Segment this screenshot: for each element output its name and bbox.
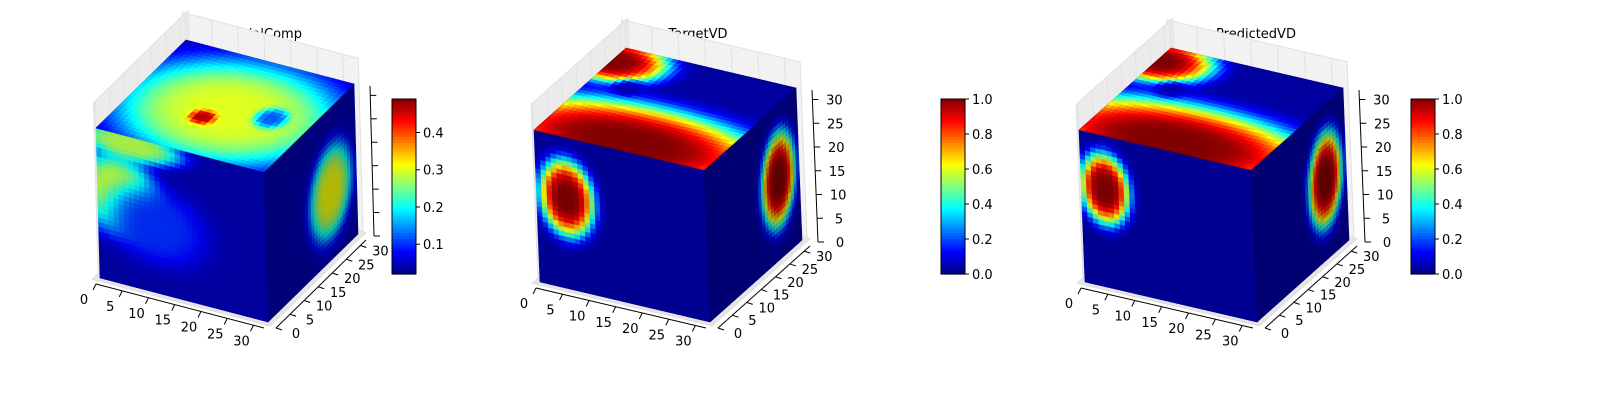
y-tick — [318, 286, 325, 290]
colorbar-tick-label: 0.4 — [423, 127, 444, 142]
y-tick — [289, 313, 297, 317]
x-tick — [223, 318, 228, 325]
y-tick — [303, 300, 311, 303]
y-tick-label: 20 — [344, 272, 361, 287]
colorbar-tick-label: 0.2 — [423, 201, 444, 216]
y-tick — [360, 245, 367, 248]
subplot-1: InitialComp0510152025300510152025300.10.… — [80, 9, 444, 349]
x-tick-label: 10 — [128, 307, 145, 322]
y-tick-label: 30 — [372, 245, 389, 260]
colorbar: 0.1 0.2 0.3 0.4 — [391, 98, 444, 275]
z-axis-line — [369, 85, 375, 237]
y-tick-label: 10 — [316, 300, 333, 315]
x-tick — [145, 297, 149, 304]
y-tick — [275, 327, 283, 331]
x-tick — [250, 325, 254, 332]
x-tick-label: 25 — [207, 327, 224, 342]
y-tick-label: 0 — [292, 327, 300, 342]
x-tick — [118, 290, 123, 298]
x-tick-label: 5 — [106, 300, 114, 315]
x-tick-label: 30 — [233, 334, 250, 349]
colorbar-tick-label: 0.1 — [423, 238, 444, 253]
x-tick-label: 15 — [154, 314, 171, 329]
y-tick — [332, 272, 339, 276]
x-tick — [197, 311, 202, 318]
colorbar-tick-label: 0.3 — [423, 164, 444, 179]
x-tick-label: 20 — [181, 321, 198, 336]
y-tick — [346, 258, 353, 262]
y-tick-label: 5 — [306, 313, 314, 328]
front-face — [95, 127, 269, 323]
x-tick — [171, 304, 176, 311]
x-tick-label: 0 — [80, 293, 88, 308]
y-tick-label: 15 — [330, 286, 347, 301]
x-tick — [92, 283, 97, 291]
y-tick-label: 25 — [358, 258, 375, 273]
